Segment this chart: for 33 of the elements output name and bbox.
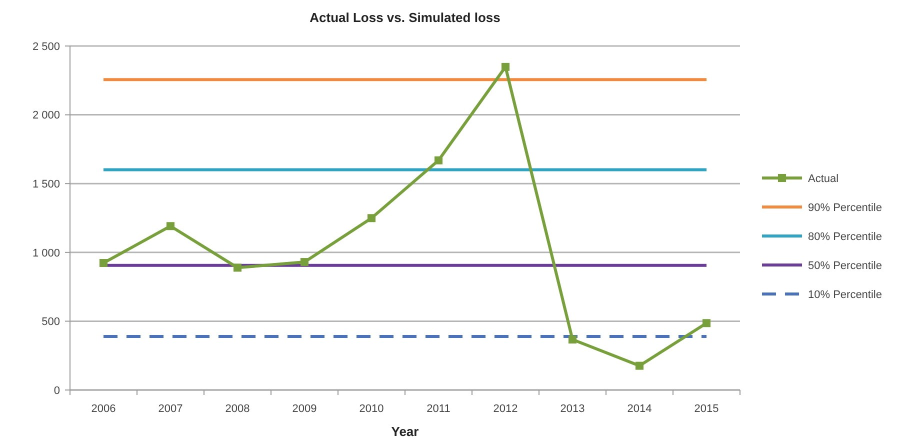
point	[100, 258, 108, 267]
legend-label: 80% Percentile	[808, 230, 882, 243]
point	[434, 156, 442, 164]
point	[234, 264, 242, 272]
point	[300, 258, 308, 266]
x-tick-label: 2013	[560, 403, 585, 415]
y-tick-label: 0	[54, 384, 60, 397]
x-tick-label: 2007	[158, 403, 183, 415]
x-tick-label: 2014	[627, 403, 652, 415]
point	[568, 336, 576, 344]
y-tick-label: 1 500	[32, 178, 60, 190]
x-tick-label: 2015	[694, 403, 719, 415]
point	[368, 214, 376, 222]
y-tick-label: 2 000	[32, 110, 60, 122]
x-tick-label: 2012	[493, 403, 518, 415]
y-tick-label: 500	[42, 316, 60, 328]
legend-label: 10% Percentile	[808, 288, 882, 301]
legend-label: 90% Percentile	[808, 202, 882, 214]
point	[502, 62, 510, 71]
point	[702, 319, 710, 328]
x-tick-label: 2011	[426, 403, 450, 415]
point	[636, 362, 644, 370]
legend-label: 50% Percentile	[808, 260, 882, 272]
y-tick-label: 1 000	[32, 247, 60, 260]
y-tick-label: 2 500	[32, 40, 60, 53]
x-tick-label: 2006	[91, 403, 116, 415]
x-axis-title: Year	[391, 424, 419, 439]
x-tick-label: 2009	[292, 403, 317, 415]
x-tick-label: 2010	[359, 403, 384, 415]
chart-title: Actual Loss vs. Simulated loss	[310, 10, 500, 25]
point	[166, 222, 174, 230]
x-tick-label: 2008	[225, 403, 250, 415]
legend-label: Actual	[808, 172, 839, 185]
